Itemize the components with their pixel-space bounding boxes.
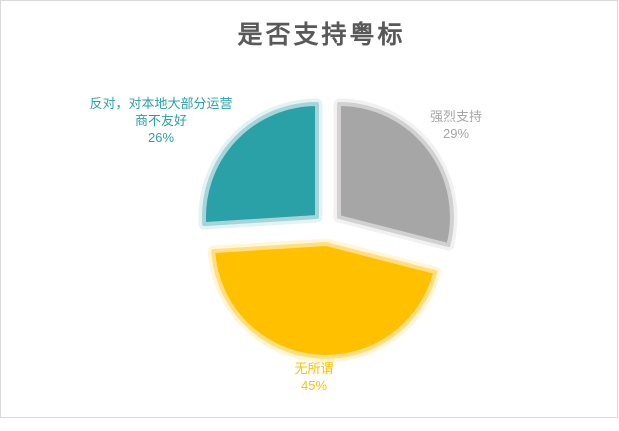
slice-percent: 26% <box>147 130 175 145</box>
slice-label-text: 无所谓 <box>294 361 334 376</box>
slice-percent: 29% <box>442 126 470 141</box>
pie-slice-strongly-support <box>337 102 454 248</box>
chart-canvas: 是否支持粤标 强烈支持 29% 无所谓 45% 反对，对本地大部分运营 商不友好… <box>0 0 618 418</box>
pie-slice-indifferent <box>211 242 438 359</box>
slice-label-text: 反对，对本地大部分运营 商不友好 <box>89 96 233 128</box>
slice-label-text: 强烈支持 <box>429 109 482 124</box>
slice-label-oppose: 反对，对本地大部分运营 商不友好 26% <box>36 95 286 146</box>
pie-chart <box>198 98 458 363</box>
pie-slice-oppose <box>201 102 319 227</box>
slice-label-strongly-support: 强烈支持 29% <box>396 108 516 142</box>
slice-label-indifferent: 无所谓 45% <box>254 360 374 394</box>
chart-title: 是否支持粤标 <box>237 21 406 49</box>
slice-percent: 45% <box>300 378 328 393</box>
